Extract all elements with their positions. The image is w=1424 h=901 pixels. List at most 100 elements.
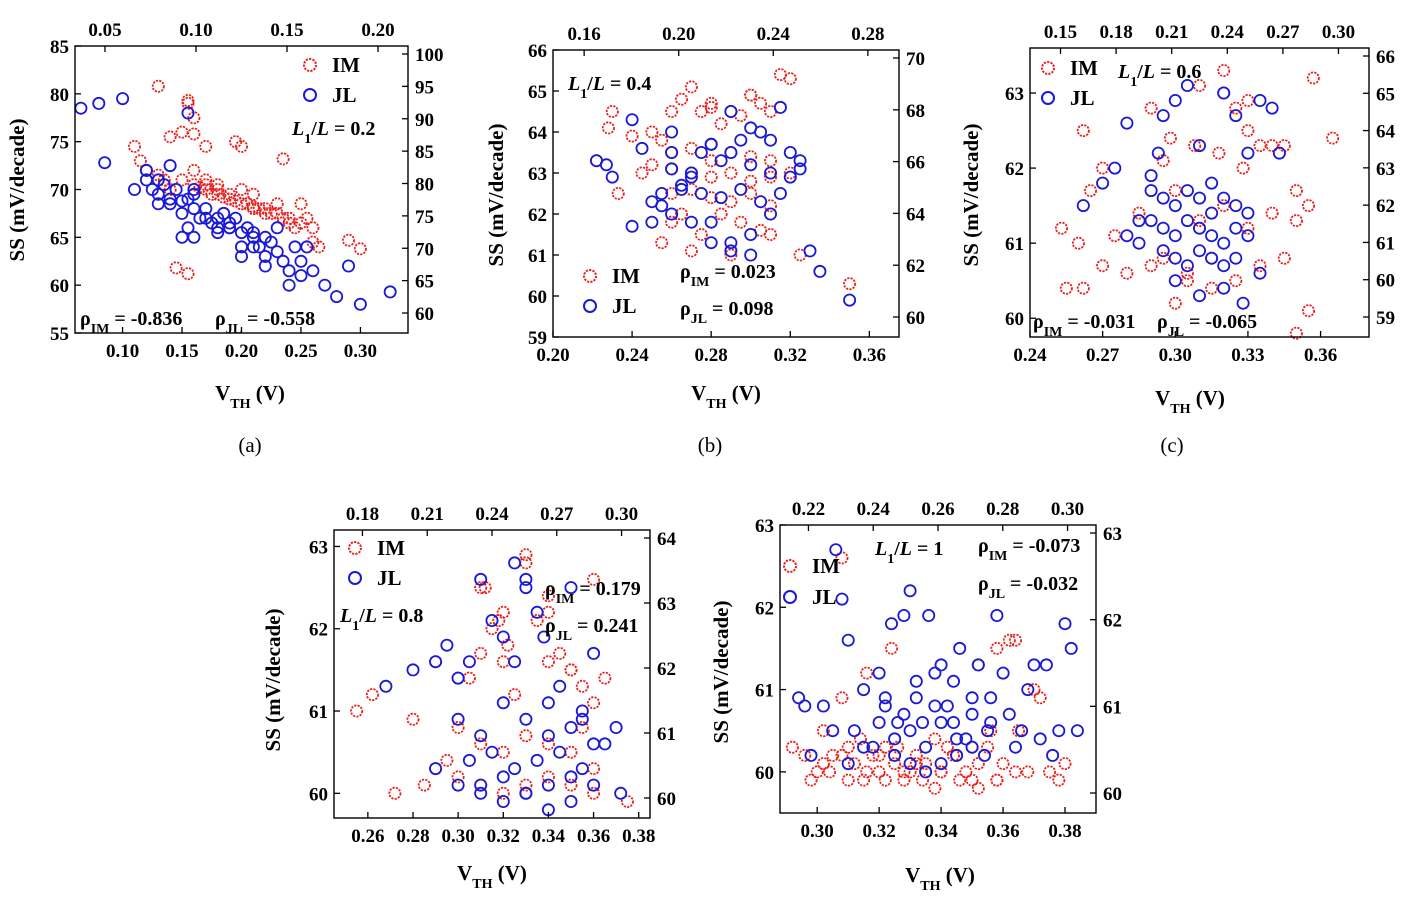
legend-label-im: IM — [812, 554, 840, 578]
chart-panel-a: 0.10 0.15 0.20 0.25 0.30 55 60 65 70 75 80 85 0.05 0.… — [5, 20, 444, 412]
point-jl — [223, 216, 237, 230]
point-im — [564, 663, 578, 677]
point-jl — [1168, 94, 1182, 108]
point-im — [1052, 773, 1066, 787]
point-jl — [1253, 266, 1267, 280]
point-jl — [793, 162, 807, 176]
point-jl — [379, 679, 393, 693]
point-jl — [1193, 244, 1207, 258]
point-im — [1193, 79, 1207, 93]
point-jl — [508, 655, 522, 669]
point-jl — [181, 221, 195, 235]
point-im — [714, 117, 728, 131]
y-tick-label: 60 — [528, 287, 547, 308]
point-im — [891, 740, 905, 754]
y-tick-label: 65 — [50, 228, 69, 249]
annotation-1: ρIM = -0.073 — [978, 535, 1080, 564]
point-jl — [175, 206, 189, 220]
chart-panel-c: 0.24 0.27 0.30 0.33 0.36 60 61 62 63 0.15 0.18 0.21… — [959, 22, 1396, 417]
point-im — [903, 765, 917, 779]
point-jl — [246, 226, 260, 240]
point-jl — [163, 159, 177, 173]
point-im — [1188, 139, 1202, 153]
top-tick-label: 0.22 — [792, 499, 825, 520]
y-tick-label: 63 — [528, 164, 547, 185]
point-jl — [981, 724, 995, 738]
point-im — [1253, 139, 1267, 153]
point-jl — [223, 221, 237, 235]
point-im — [990, 641, 1004, 655]
point-jl — [764, 207, 778, 221]
point-jl — [1217, 191, 1231, 205]
x-tick-label: 0.20 — [536, 345, 569, 366]
annotation-0: L1/L = 1 — [874, 538, 943, 567]
point-im — [519, 778, 533, 792]
legend-label-jl: JL — [1070, 86, 1095, 110]
point-im — [1076, 124, 1090, 138]
point-jl — [841, 633, 855, 647]
point-im — [655, 133, 669, 147]
point-jl — [1151, 146, 1165, 160]
point-im — [1302, 199, 1316, 213]
point-im — [474, 581, 488, 595]
point-im — [1277, 251, 1291, 265]
point-im — [1108, 229, 1122, 243]
point-jl — [598, 737, 612, 751]
point-im — [163, 130, 177, 144]
point-jl — [187, 187, 201, 201]
point-im — [872, 748, 886, 762]
point-im — [1217, 199, 1231, 213]
point-jl — [440, 638, 454, 652]
point-im — [270, 197, 284, 211]
point-jl — [764, 133, 778, 147]
plot-frame — [552, 49, 900, 338]
point-jl — [282, 278, 296, 292]
point-jl — [496, 770, 510, 784]
point-jl — [1168, 251, 1182, 265]
point-im — [724, 166, 738, 180]
point-jl — [151, 187, 165, 201]
point-im — [704, 154, 718, 168]
point-jl — [519, 581, 533, 595]
point-im — [1043, 765, 1057, 779]
right-tick-label: 61 — [1376, 233, 1395, 254]
point-jl — [1027, 658, 1041, 672]
point-jl — [92, 96, 106, 110]
point-im — [675, 207, 689, 221]
x-tick-label: 0.30 — [801, 821, 834, 842]
point-jl — [564, 721, 578, 735]
point-jl — [541, 778, 555, 792]
point-jl — [541, 696, 555, 710]
point-jl — [990, 609, 1004, 623]
point-jl — [294, 269, 308, 283]
legend-marker-jl — [583, 299, 597, 313]
point-jl — [451, 778, 465, 792]
point-im — [965, 773, 979, 787]
point-jl — [1039, 658, 1053, 672]
point-jl — [903, 724, 917, 738]
point-im — [175, 173, 189, 187]
legend-marker-jl — [783, 590, 797, 604]
point-im — [388, 786, 402, 800]
top-tick-label: 0.28 — [851, 24, 884, 45]
x-tick-label: 0.26 — [351, 826, 384, 847]
point-im — [187, 163, 201, 177]
point-jl — [1193, 191, 1207, 205]
point-jl — [199, 211, 213, 225]
point-im — [835, 691, 849, 705]
point-jl — [330, 290, 344, 304]
point-im — [928, 732, 942, 746]
point-jl — [541, 729, 555, 743]
point-im — [611, 186, 625, 200]
point-im — [940, 740, 954, 754]
point-jl — [813, 264, 827, 278]
right-tick-label: 63 — [1376, 159, 1395, 180]
point-jl — [950, 732, 964, 746]
x-tick-label: 0.32 — [863, 821, 896, 842]
point-im — [835, 748, 849, 762]
point-im — [704, 170, 718, 184]
x-tick-label: 0.36 — [577, 826, 610, 847]
point-jl — [916, 716, 930, 730]
point-jl — [127, 182, 141, 196]
y-axis-label: SS (mV/decade) — [959, 124, 983, 267]
